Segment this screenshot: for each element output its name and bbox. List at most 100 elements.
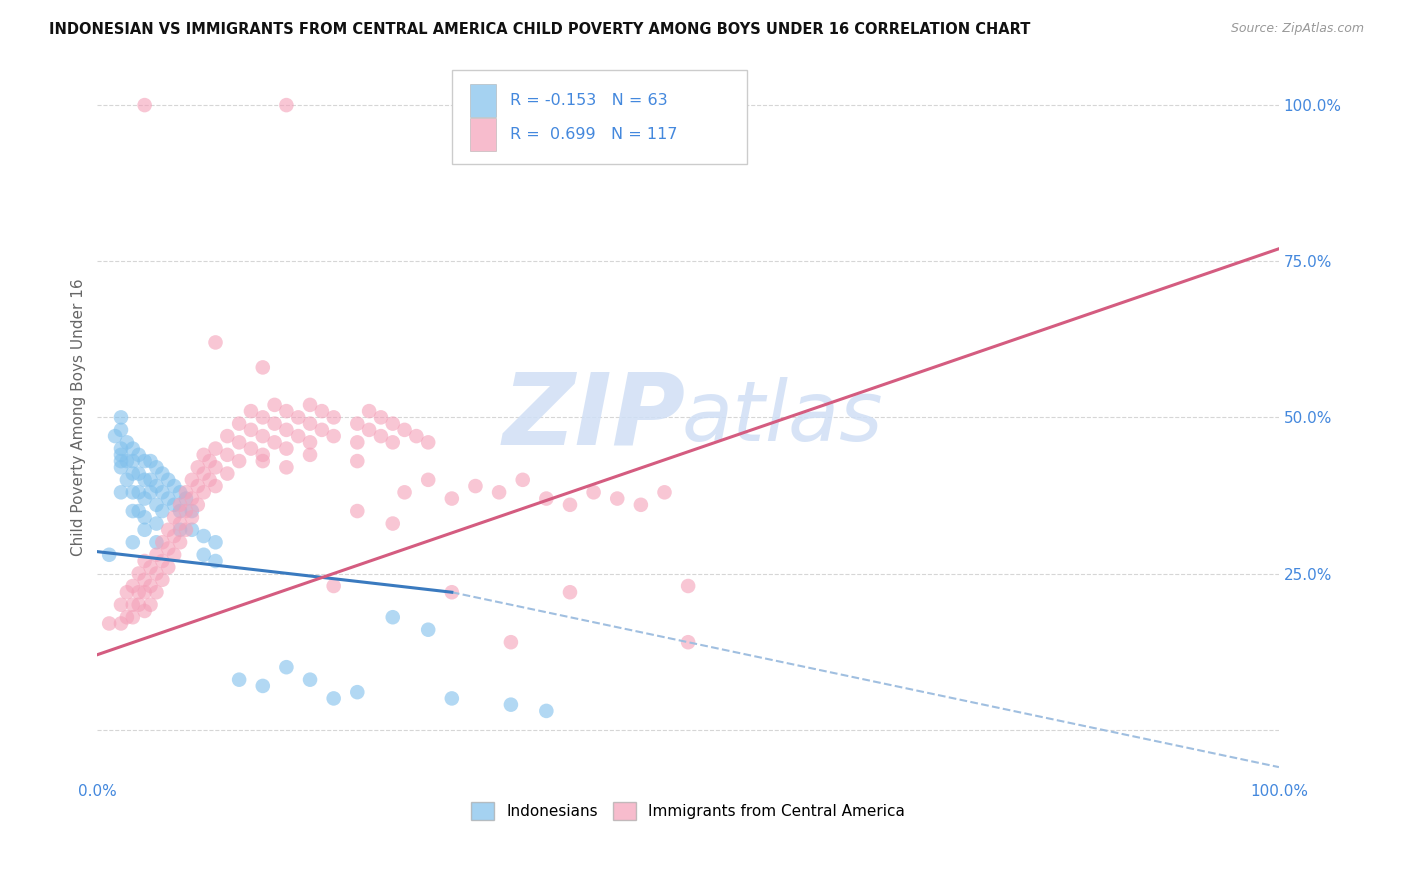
Point xyxy=(169,523,191,537)
Point xyxy=(150,573,173,587)
Point xyxy=(121,442,143,456)
Point xyxy=(128,566,150,581)
Point xyxy=(239,423,262,437)
Point xyxy=(239,404,262,418)
Point xyxy=(134,98,156,112)
Legend: Indonesians, Immigrants from Central America: Indonesians, Immigrants from Central Ame… xyxy=(465,796,911,826)
Point xyxy=(128,504,150,518)
Point xyxy=(204,554,226,568)
Point xyxy=(198,473,221,487)
Point xyxy=(418,473,440,487)
Point xyxy=(464,98,486,112)
Point xyxy=(193,448,215,462)
Point xyxy=(276,460,298,475)
Point xyxy=(187,479,209,493)
Point xyxy=(346,504,368,518)
Point xyxy=(381,435,404,450)
Point xyxy=(134,454,156,468)
Point xyxy=(193,529,215,543)
Point xyxy=(440,491,463,506)
Point xyxy=(276,442,298,456)
Point xyxy=(346,685,368,699)
Point xyxy=(169,485,191,500)
Point xyxy=(252,360,274,375)
Point xyxy=(322,691,344,706)
Point xyxy=(121,467,143,481)
Point xyxy=(228,454,250,468)
Point xyxy=(139,560,162,574)
Point xyxy=(174,491,197,506)
Point xyxy=(163,479,186,493)
Point xyxy=(263,398,285,412)
Point xyxy=(252,448,274,462)
Point xyxy=(299,435,322,450)
Point xyxy=(145,516,167,531)
Point xyxy=(204,479,226,493)
Point xyxy=(134,510,156,524)
Point xyxy=(263,435,285,450)
Point xyxy=(121,454,143,468)
Point xyxy=(311,423,333,437)
FancyBboxPatch shape xyxy=(451,70,747,164)
Point xyxy=(169,498,191,512)
Point xyxy=(110,423,132,437)
Point xyxy=(145,585,167,599)
Point xyxy=(134,554,156,568)
Point xyxy=(276,404,298,418)
Point xyxy=(139,598,162,612)
Point xyxy=(217,429,239,443)
Point xyxy=(121,598,143,612)
Point xyxy=(276,423,298,437)
Point xyxy=(163,548,186,562)
Point xyxy=(139,454,162,468)
Point xyxy=(263,417,285,431)
Point xyxy=(157,541,180,556)
Point xyxy=(370,410,392,425)
Point xyxy=(150,554,173,568)
Point xyxy=(128,485,150,500)
FancyBboxPatch shape xyxy=(470,118,495,152)
Point xyxy=(322,579,344,593)
Point xyxy=(145,479,167,493)
Point xyxy=(582,485,605,500)
Point xyxy=(145,535,167,549)
Point xyxy=(98,616,121,631)
Point xyxy=(359,404,381,418)
Point xyxy=(193,485,215,500)
Text: R = -0.153   N = 63: R = -0.153 N = 63 xyxy=(510,94,668,108)
Point xyxy=(464,479,486,493)
Point xyxy=(381,417,404,431)
Point xyxy=(110,442,132,456)
Point xyxy=(252,679,274,693)
Point xyxy=(311,404,333,418)
Point xyxy=(121,504,143,518)
Point xyxy=(676,635,699,649)
Point xyxy=(157,523,180,537)
Point xyxy=(488,485,510,500)
Point xyxy=(287,410,309,425)
Point xyxy=(287,429,309,443)
Point xyxy=(134,473,156,487)
Point xyxy=(180,491,202,506)
Point xyxy=(204,335,226,350)
Point xyxy=(180,504,202,518)
Text: Source: ZipAtlas.com: Source: ZipAtlas.com xyxy=(1230,22,1364,36)
Point xyxy=(536,491,558,506)
Point xyxy=(440,585,463,599)
Point xyxy=(239,442,262,456)
Point xyxy=(252,454,274,468)
Text: INDONESIAN VS IMMIGRANTS FROM CENTRAL AMERICA CHILD POVERTY AMONG BOYS UNDER 16 : INDONESIAN VS IMMIGRANTS FROM CENTRAL AM… xyxy=(49,22,1031,37)
Point xyxy=(128,598,150,612)
Point xyxy=(394,485,416,500)
Point xyxy=(405,429,427,443)
Point xyxy=(217,448,239,462)
Point xyxy=(150,535,173,549)
Point xyxy=(346,454,368,468)
Point xyxy=(381,516,404,531)
Point xyxy=(499,698,522,712)
Point xyxy=(134,491,156,506)
Point xyxy=(110,410,132,425)
Point xyxy=(299,673,322,687)
Point xyxy=(606,491,628,506)
Point xyxy=(150,485,173,500)
